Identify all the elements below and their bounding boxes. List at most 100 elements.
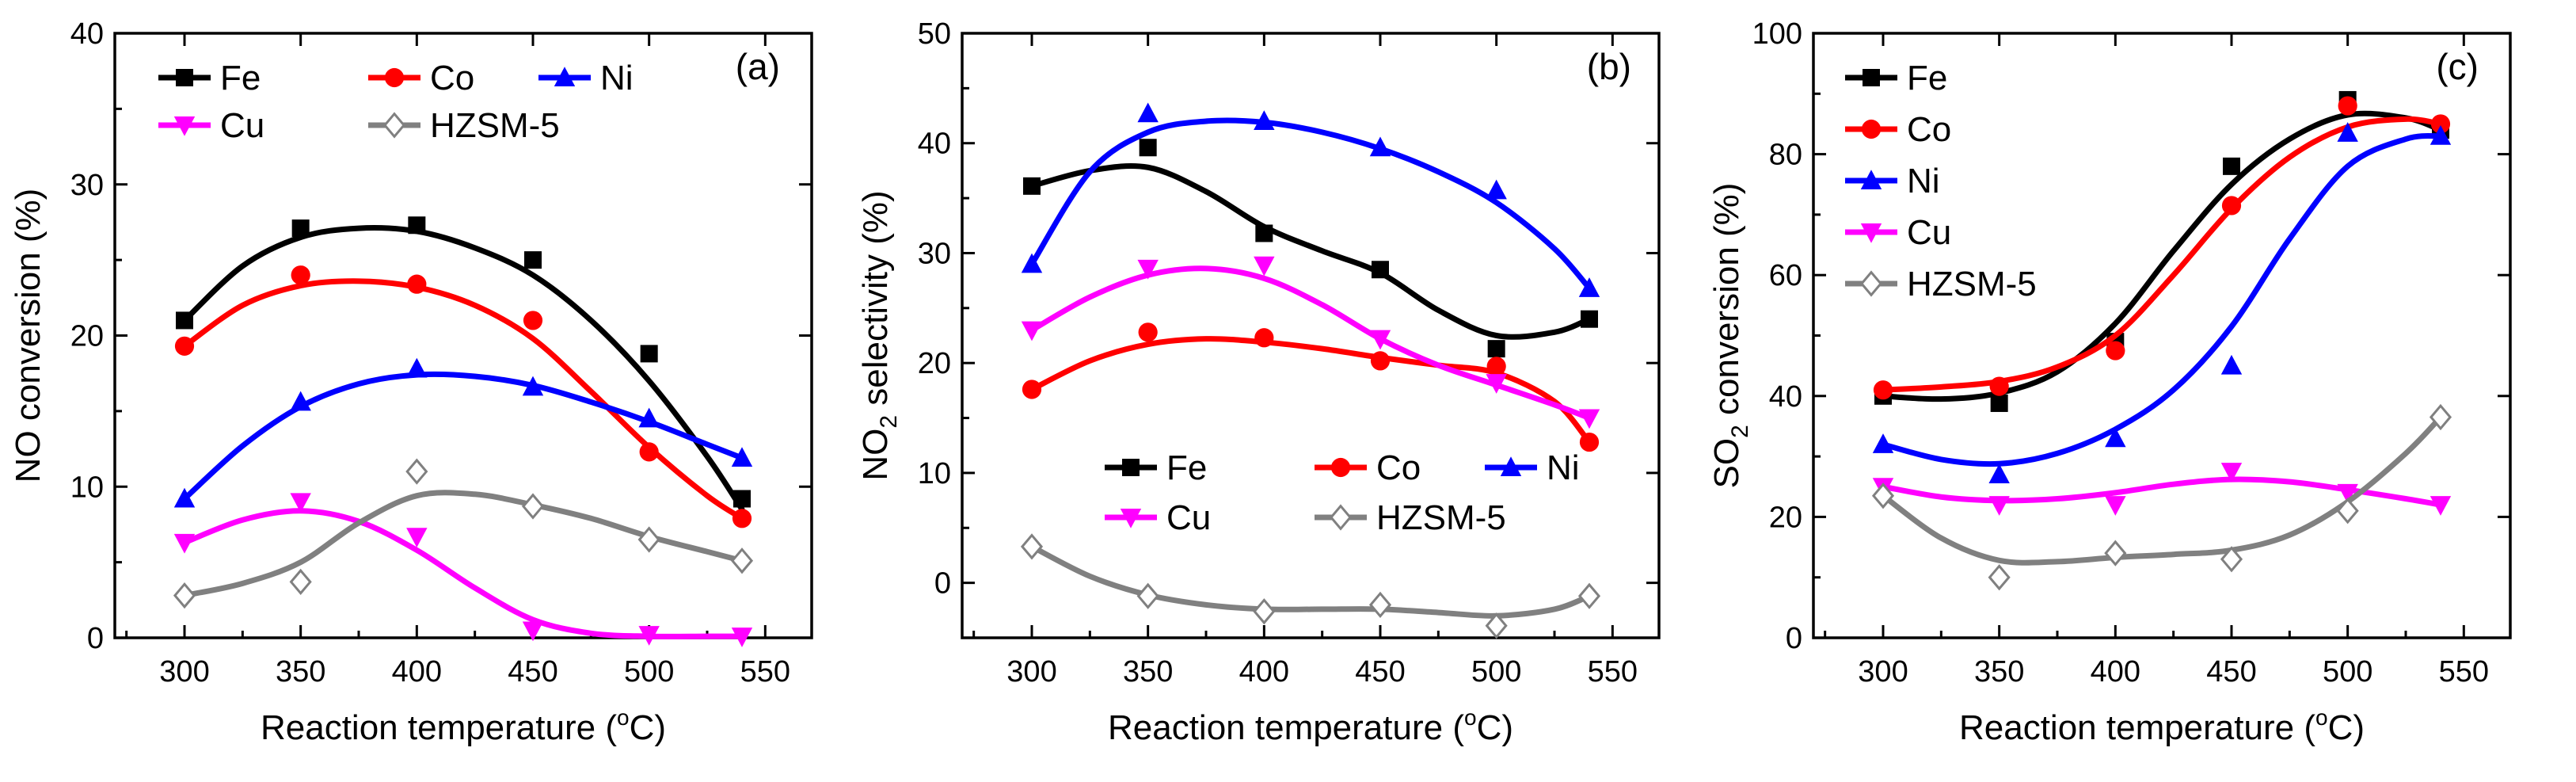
- data-point-ni: [173, 487, 196, 508]
- y-axis-label-sub: 2: [1727, 425, 1753, 438]
- data-point-cu: [1137, 259, 1159, 280]
- data-point-hzsm-5: [2429, 403, 2452, 431]
- series-co: [1022, 322, 1600, 452]
- y-axis-label-text: NO: [856, 429, 895, 481]
- data-point-co: [1873, 380, 1893, 400]
- data-point-fe: [1139, 139, 1157, 157]
- y-tick-label: 40: [918, 128, 951, 161]
- x-tick-label: 550: [2439, 655, 2489, 689]
- data-point-fe: [408, 216, 426, 235]
- legend-marker-hzsm-5: [1329, 504, 1353, 531]
- data-point-co: [523, 311, 543, 330]
- x-tick-label: 450: [1355, 655, 1405, 689]
- data-point-ni: [1369, 136, 1391, 157]
- data-point-co: [2338, 96, 2357, 116]
- data-point-ni: [406, 357, 428, 378]
- data-point-co: [291, 265, 310, 285]
- data-point-fe: [524, 251, 542, 269]
- x-axis-label: Reaction temperature (oC): [261, 705, 666, 747]
- data-point-cu: [638, 626, 660, 646]
- data-point-ni: [2430, 124, 2452, 145]
- series-fe: [1023, 139, 1598, 358]
- legend-label-co: Co: [430, 59, 474, 97]
- y-tick-label: 0: [1786, 622, 1802, 655]
- series-hzsm-5: [1020, 533, 1601, 639]
- y-tick-label: 20: [1769, 501, 1802, 534]
- panel-label: (a): [736, 46, 780, 87]
- legend-label-ni: Ni: [1907, 162, 1940, 200]
- panel-b: 300 350 400 450 500 550 0 10 20 30 40 50 Reaction te…: [856, 17, 1661, 747]
- data-point-hzsm-5: [2220, 546, 2243, 573]
- data-point-hzsm-5: [405, 458, 428, 485]
- x-axis-label: Reaction temperature (oC): [1108, 705, 1513, 747]
- legend-marker-co: [1861, 119, 1882, 139]
- data-point-cu: [2430, 496, 2452, 516]
- series-line-fe: [1029, 163, 1592, 340]
- y-axis-label-rest: conversion (%): [1707, 183, 1746, 425]
- y-tick-label: 10: [918, 457, 951, 490]
- panel-label: (b): [1587, 46, 1631, 87]
- data-point-hzsm-5: [173, 582, 196, 609]
- data-point-ni: [2337, 122, 2358, 142]
- series-line-ni: [181, 371, 745, 502]
- series-line-ni: [1880, 132, 2444, 467]
- data-point-cu: [173, 533, 196, 554]
- legend: Fe Co Ni Cu HZSM-5: [1845, 59, 2037, 303]
- legend-marker-hzsm-5: [382, 112, 406, 139]
- x-axis-label-text: Reaction temperature: [1959, 708, 2294, 747]
- x-tick-label: 450: [508, 655, 557, 689]
- data-point-cu: [2220, 463, 2243, 483]
- y-axis-label: SO2 conversion (%): [1707, 183, 1753, 489]
- x-tick-label: 450: [2206, 655, 2256, 689]
- legend-label-fe: Fe: [220, 59, 261, 97]
- data-point-cu: [1254, 256, 1275, 277]
- data-point-co: [2430, 114, 2451, 134]
- y-tick-label: 20: [918, 347, 951, 380]
- data-point-cu: [2105, 496, 2126, 516]
- data-point-ni: [290, 391, 311, 411]
- y-axis-label-text: NO conversion (%): [9, 189, 48, 483]
- data-point-fe: [1581, 310, 1598, 328]
- data-point-ni: [1021, 253, 1043, 273]
- x-tick-label: 400: [2091, 655, 2140, 689]
- series-ni: [173, 357, 753, 508]
- data-point-ni: [2105, 427, 2126, 448]
- data-point-cu: [1486, 374, 1507, 394]
- data-point-ni: [1872, 433, 1894, 453]
- series-cu: [173, 493, 753, 647]
- series-hzsm-5: [173, 458, 754, 609]
- legend-label-co: Co: [1907, 110, 1951, 149]
- data-point-cu: [406, 528, 428, 547]
- data-point-ni: [522, 376, 544, 396]
- data-point-co: [1370, 351, 1391, 371]
- series-co: [174, 265, 752, 528]
- data-point-cu: [1988, 496, 2010, 516]
- data-point-fe: [1990, 394, 2008, 412]
- data-point-ni: [731, 447, 753, 467]
- x-axis-label-unit: C): [2328, 708, 2365, 747]
- legend-marker-co: [1330, 457, 1351, 478]
- series-co: [1873, 96, 2451, 400]
- series-line-hzsm-5: [1880, 414, 2444, 566]
- data-point-hzsm-5: [521, 493, 545, 520]
- x-tick-label: 350: [276, 655, 325, 689]
- panel-a: 300 350 400 450 500 550 0 10 20 30 40 Reaction temp…: [9, 17, 813, 747]
- y-tick-label: 40: [1769, 380, 1802, 414]
- x-axis-label-sup: o: [2315, 705, 2328, 730]
- y-tick-label: 60: [1769, 259, 1802, 292]
- series-line-fe: [181, 225, 745, 513]
- series-line-co: [181, 278, 745, 521]
- data-point-fe: [1372, 261, 1389, 279]
- data-point-co: [407, 274, 427, 294]
- legend-marker-cu: [1860, 223, 1882, 243]
- x-tick-label: 400: [1239, 655, 1289, 689]
- data-point-co: [2106, 341, 2125, 360]
- legend-marker-cu: [1120, 509, 1142, 528]
- series-line-co: [1029, 336, 1592, 445]
- legend-label-hzsm-5: HZSM-5: [1376, 498, 1506, 537]
- panel-c: 300 350 400 450 500 550 0 20 40 60 80 100 Reaction t…: [1707, 17, 2512, 747]
- y-tick-label: 30: [70, 169, 104, 202]
- y-tick-label: 80: [1769, 139, 1802, 172]
- x-tick-label: 300: [1006, 655, 1056, 689]
